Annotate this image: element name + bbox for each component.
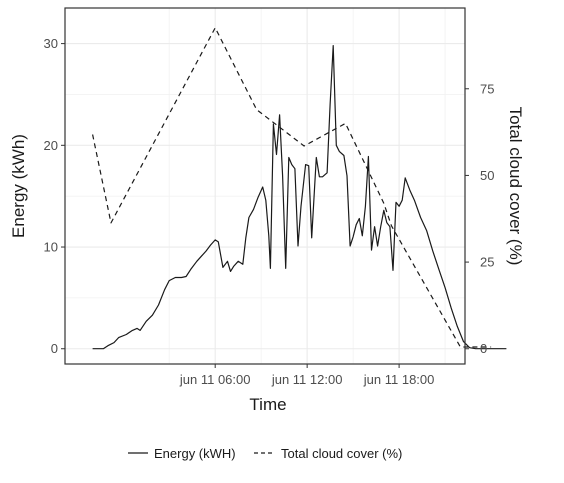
y2-tick-label: 50: [480, 168, 494, 183]
grid-major: [65, 8, 465, 364]
y-tick-label: 10: [44, 240, 58, 255]
axis-ticks: [61, 43, 469, 368]
x-tick-label: jun 11 18:00: [363, 372, 435, 387]
y2-tick-label: 75: [480, 81, 494, 96]
legend-label-cloud-cover: Total cloud cover (%): [281, 446, 402, 461]
y-tick-label: 0: [51, 341, 58, 356]
tick-labels: jun 11 06:00 jun 11 12:00 jun 11 18:00 0 10 2…: [44, 36, 495, 387]
x-tick-label: jun 11 12:00: [271, 372, 343, 387]
plot-panel-border: [64, 7, 466, 365]
x-tick-label: jun 11 06:00: [179, 372, 251, 387]
y2-tick-label: 25: [480, 255, 494, 270]
y-tick-label: 30: [44, 36, 58, 51]
y-axis-title: Energy (kWh): [9, 134, 28, 238]
y2-axis-title: Total cloud cover (%): [506, 107, 525, 266]
series-layer: [92, 27, 507, 350]
y2-tick-label: 0: [480, 341, 487, 356]
legend: Energy (kWH) Total cloud cover (%): [128, 446, 402, 461]
x-axis-title: Time: [249, 395, 286, 414]
cloud-cover-series-line: [92, 27, 492, 348]
energy-series-line: [92, 44, 507, 350]
y-tick-label: 20: [44, 138, 58, 153]
legend-label-energy: Energy (kWH): [154, 446, 236, 461]
